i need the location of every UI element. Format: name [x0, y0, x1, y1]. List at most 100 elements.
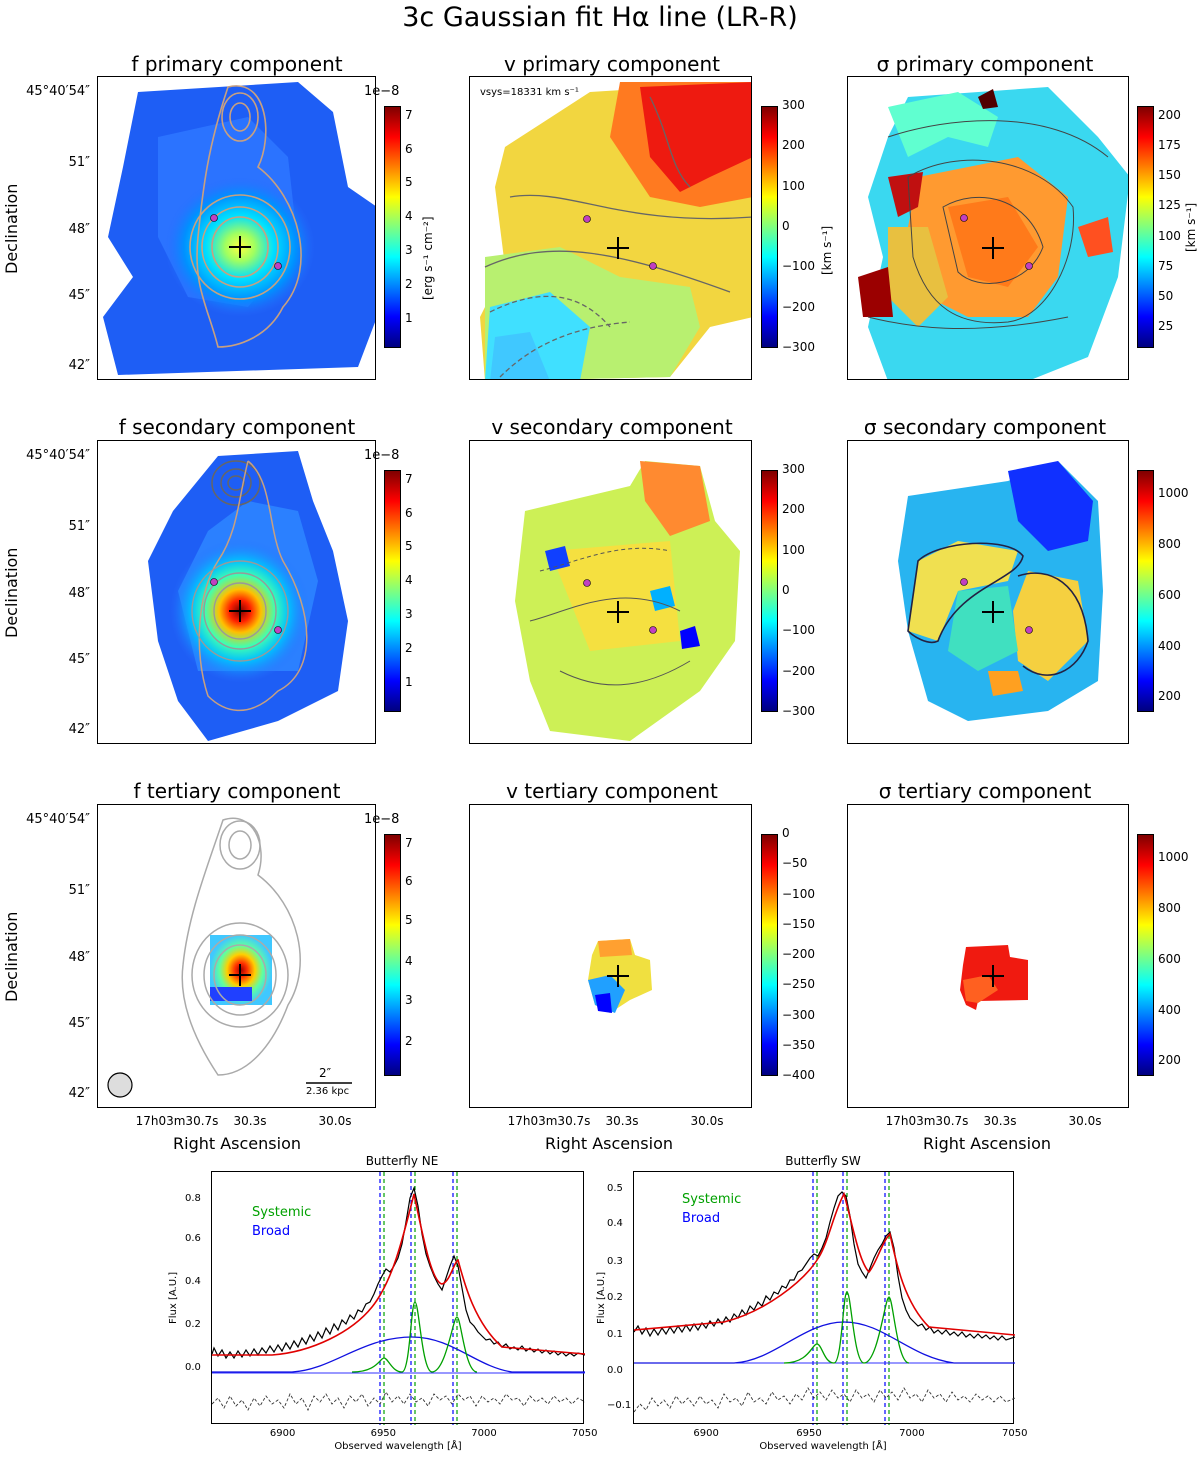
xlabel-ne: Observed wavelength [Å]	[334, 1441, 462, 1452]
colorbar-v3	[761, 834, 778, 1076]
ylabel-sw: Flux [A.U.]	[596, 1271, 607, 1324]
panel-title-f1: f primary component	[131, 52, 343, 76]
colorbar-tick-label: −200	[782, 947, 815, 961]
spectrum-ytick-label: 0.6	[185, 1233, 201, 1245]
colorbar-tick-label: 200	[782, 138, 805, 153]
sigma-secondary-map	[847, 440, 1129, 744]
colorbar-tick-label: 25	[1158, 319, 1174, 334]
legend-systemic-ne: Systemic	[252, 1205, 312, 1220]
sigma-tertiary-map	[847, 804, 1129, 1108]
dec-tick-label: 45°40′54″	[26, 812, 90, 827]
colorbar-tick-label: −100	[782, 886, 815, 901]
spectrum-xtick-label: 6900	[693, 1428, 719, 1439]
declination-axis-label: Declination	[2, 183, 21, 274]
colorbar-tick-label: 5	[405, 175, 413, 190]
declination-axis-label: Declination	[2, 911, 21, 1002]
colorbar-s3	[1137, 834, 1154, 1076]
panel-title-f3: f tertiary component	[133, 779, 341, 803]
ra-tick-label: 17h03m30.7s	[885, 1114, 969, 1128]
colorbar-tick-label: 3	[405, 243, 413, 258]
colorbar-tick-label: −300	[782, 704, 815, 718]
dec-tick-label: 51″	[68, 883, 90, 898]
colorbar-v1	[761, 106, 778, 348]
colorbar-tick-label: −350	[782, 1037, 815, 1052]
colorbar-tick-label: 2	[405, 277, 413, 292]
v-secondary-map	[469, 440, 752, 744]
legend-broad-ne: Broad	[252, 1224, 291, 1239]
colorbar-tick-label: −200	[782, 663, 815, 678]
colorbar-f3	[384, 834, 401, 1076]
spectrum-ytick-label: 0.3	[607, 1256, 623, 1268]
colorbar-tick-label: 50	[1158, 289, 1174, 304]
colorbar-tick-label: 100	[782, 542, 805, 557]
spectrum-ytick-label: 0.2	[185, 1319, 201, 1331]
spectrum-xtick-label: 7000	[899, 1428, 925, 1439]
colorbar-tick-label: 200	[1158, 107, 1181, 122]
dec-tick-label: 51″	[68, 519, 90, 534]
spectrum-sw-title: Butterfly SW	[785, 1154, 861, 1168]
colorbar-tick-label: −200	[782, 299, 815, 314]
spectrum-ytick-label: 0.8	[185, 1192, 201, 1204]
colorbar-v2	[761, 470, 778, 712]
v-tertiary-map	[469, 804, 752, 1108]
dec-tick-label: 45°40′54″	[26, 448, 90, 463]
scalebar-kpc: 2.36 kpc	[306, 1086, 350, 1097]
colorbar-tick-label: 150	[1158, 168, 1181, 183]
colorbar-tick-label: 5	[405, 539, 413, 554]
colorbar-tick-label: 6	[405, 141, 413, 156]
colorbar-tick-label: 7	[405, 471, 413, 486]
legend-broad-sw: Broad	[682, 1211, 721, 1226]
colorbar-tick-label: −150	[782, 916, 815, 931]
colorbar-tick-label: 0	[782, 826, 790, 840]
colorbar-tick-label: 6	[405, 874, 413, 889]
colorbar-tick-label: 300	[782, 462, 805, 476]
v-primary-map: vsys=18331 km s⁻¹	[469, 76, 752, 380]
f-primary-map	[97, 76, 376, 380]
dec-tick-label: 42″	[68, 722, 90, 737]
ra-tick-label: 30.0s	[690, 1114, 724, 1128]
colorbar-tick-label: 0	[782, 583, 790, 597]
ra-tick-label: 17h03m30.7s	[507, 1114, 591, 1128]
ra-tick-label: 17h03m30.7s	[135, 1114, 219, 1128]
colorbar-tick-label: 0	[782, 219, 790, 233]
ra-axis-label: Right Ascension	[923, 1134, 1051, 1153]
colorbar-tick-label: 5	[405, 913, 413, 928]
multiplier-f1: 1e−8	[364, 84, 400, 99]
colorbar-s2	[1137, 470, 1154, 712]
colorbar-tick-label: −100	[782, 623, 815, 638]
colorbar-tick-label: 75	[1158, 258, 1174, 273]
spectrum-ytick-label: 0.1	[607, 1329, 623, 1341]
f-tertiary-map: 2″ 2.36 kpc	[97, 804, 376, 1108]
colorbar-tick-label: −250	[782, 977, 815, 992]
colorbar-tick-label: 4	[405, 954, 413, 969]
colorbar-tick-label: 400	[1158, 1002, 1181, 1017]
spectrum-ytick-label: 0.0	[607, 1364, 623, 1376]
panel-title-v1: v primary component	[504, 52, 720, 76]
dec-tick-label: 45″	[68, 288, 90, 303]
dec-tick-label: 48″	[68, 950, 90, 965]
colorbar-tick-label: 6	[405, 505, 413, 520]
spectrum-ytick-label: 0.4	[607, 1218, 623, 1230]
panel-title-s1: σ primary component	[876, 52, 1094, 76]
figure-title: 3c Gaussian fit Hα line (LR-R)	[402, 2, 798, 33]
spectrum-xtick-label: 7050	[1002, 1428, 1028, 1439]
declination-axis-label: Declination	[2, 547, 21, 638]
ra-axis-label: Right Ascension	[545, 1134, 673, 1153]
colorbar-tick-label: 200	[782, 502, 805, 517]
ra-axis-label: Right Ascension	[173, 1134, 301, 1153]
colorbar-tick-label: 125	[1158, 198, 1181, 213]
colorbar-tick-label: −300	[782, 340, 815, 354]
colorbar-tick-label: 4	[405, 209, 413, 224]
dec-tick-label: 42″	[68, 1086, 90, 1101]
spectrum-ytick-label: 0.4	[185, 1276, 201, 1288]
colorbar-tick-label: 100	[782, 178, 805, 193]
multiplier-f2: 1e−8	[364, 448, 400, 463]
dec-tick-label: 45″	[68, 652, 90, 667]
dec-tick-label: 45°40′54″	[26, 84, 90, 99]
f-secondary-map	[97, 440, 376, 744]
xlabel-sw: Observed wavelength [Å]	[759, 1441, 887, 1452]
colorbar-tick-label: 600	[1158, 587, 1181, 602]
colorbar-tick-label: 175	[1158, 137, 1181, 152]
panel-title-v3: v tertiary component	[506, 779, 718, 803]
spectrum-xtick-label: 6900	[269, 1428, 296, 1439]
